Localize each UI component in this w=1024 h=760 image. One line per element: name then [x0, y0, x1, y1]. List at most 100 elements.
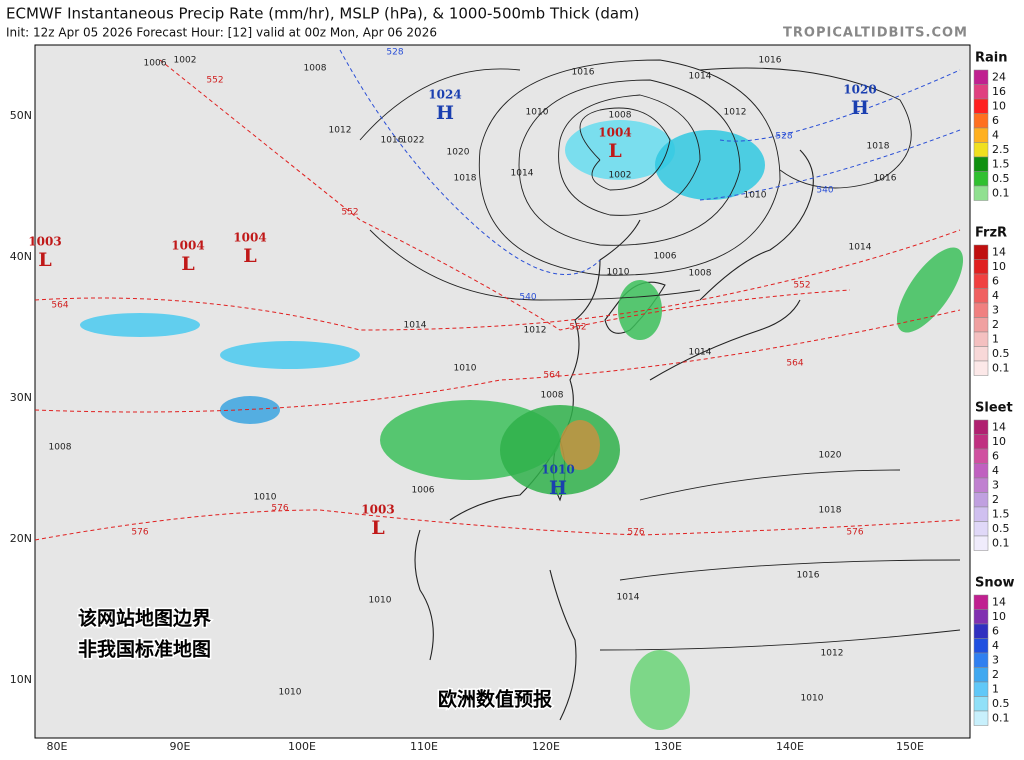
pressure-center-symbol: L: [181, 253, 194, 275]
legend-tick: 14: [992, 245, 1006, 258]
isobar-label: 1006: [144, 59, 167, 69]
isobar-label: 1006: [412, 486, 435, 496]
legend-swatch: [973, 346, 989, 362]
legend-tick: 1.5: [992, 507, 1010, 520]
thickness-label: 564: [786, 359, 803, 369]
legend-tick: 4: [992, 464, 999, 477]
isobar-label: 1012: [329, 126, 352, 136]
isobar-label: 1010: [454, 364, 477, 374]
legend-swatch: [973, 477, 989, 493]
thickness-lines: [34, 49, 961, 541]
isobar-label: 1014: [849, 243, 872, 253]
legend-swatch: [973, 142, 989, 158]
legend-swatch: [973, 652, 989, 668]
isobar-label: 1010: [369, 596, 392, 606]
isobars: [359, 59, 961, 651]
pressure-center-symbol: L: [608, 140, 621, 162]
legend-swatch: [973, 506, 989, 522]
legend-tick: 4: [992, 639, 999, 652]
isobar-label: 1020: [819, 451, 842, 461]
thickness-label: 564: [543, 371, 560, 381]
pressure-center-symbol: H: [436, 102, 454, 124]
legend-title: FrzR: [975, 226, 1007, 241]
legend-tick: 6: [992, 114, 999, 127]
legend-swatch: [973, 594, 989, 610]
watermark: 欧洲数值预报: [438, 688, 552, 711]
isobar-label: 1012: [524, 326, 547, 336]
legend-swatch: [973, 463, 989, 479]
lon-label: 150E: [896, 740, 924, 753]
legend-swatch: [973, 492, 989, 508]
pressure-center-value: 1003: [28, 235, 61, 249]
thickness-label: 576: [627, 528, 644, 538]
legend-swatch: [973, 273, 989, 289]
legend-tick: 0.5: [992, 522, 1010, 535]
pressure-center-symbol: H: [549, 477, 567, 499]
isobar-label: 1020: [447, 148, 470, 158]
site-name: TROPICALTIDBITS.COM: [783, 26, 968, 41]
legend-swatch: [973, 360, 989, 376]
pressure-center-symbol: H: [851, 97, 869, 119]
legend-tick: 1: [992, 682, 999, 695]
lat-label: 50N: [10, 109, 32, 122]
legend-swatch: [973, 244, 989, 260]
legend-tick: 3: [992, 478, 999, 491]
thickness-label: 552: [569, 323, 586, 333]
isobar-label: 1010: [254, 493, 277, 503]
pressure-center-value: 1003: [361, 503, 394, 517]
isobar-label: 1016: [874, 174, 897, 184]
isobar-label: 1014: [689, 348, 712, 358]
isobar-label: 1014: [404, 321, 427, 331]
isobar-label: 1010: [801, 694, 824, 704]
thickness-label: 576: [131, 528, 148, 538]
legend-tick: 4: [992, 289, 999, 302]
legend-swatch: [973, 623, 989, 639]
legend-title: Rain: [975, 51, 1008, 66]
isobar-label: 1016: [381, 136, 404, 146]
legend-swatch: [973, 696, 989, 712]
isobar-label: 1016: [572, 68, 595, 78]
isobar-label: 1002: [609, 171, 632, 181]
legend-tick: 10: [992, 260, 1006, 273]
legend-tick: 0.5: [992, 172, 1010, 185]
thickness-label: 540: [519, 293, 536, 303]
legend-tick: 2: [992, 668, 999, 681]
isobar-label: 1012: [821, 649, 844, 659]
lat-label: 30N: [10, 391, 32, 404]
title: ECMWF Instantaneous Precip Rate (mm/hr),…: [6, 5, 640, 23]
legend-swatch: [973, 259, 989, 275]
pressure-center-symbol: L: [38, 249, 51, 271]
isobar-label: 1016: [797, 571, 820, 581]
isobar-label: 1008: [541, 391, 564, 401]
legend-swatch: [973, 535, 989, 551]
legend-swatch: [973, 638, 989, 654]
thickness-label: 552: [341, 208, 358, 218]
pressure-center-value: 1004: [233, 231, 266, 245]
lon-label: 90E: [170, 740, 191, 753]
legend-tick: 10: [992, 99, 1006, 112]
legend-swatch: [973, 302, 989, 318]
lon-label: 110E: [410, 740, 438, 753]
legend-tick: 0.1: [992, 186, 1010, 199]
legend-swatch: [973, 521, 989, 537]
isobar-label: 1012: [724, 108, 747, 118]
isobar-label: 1008: [49, 443, 72, 453]
legend-swatch: [973, 448, 989, 464]
subtitle: Init: 12z Apr 05 2026 Forecast Hour: [12…: [6, 26, 437, 40]
lon-label: 130E: [654, 740, 682, 753]
legend-swatch: [973, 127, 989, 143]
legend-tick: 1: [992, 332, 999, 345]
thickness-label: 528: [775, 132, 792, 142]
lat-label: 10N: [10, 673, 32, 686]
legend-swatch: [973, 156, 989, 172]
pressure-center-value: 1004: [598, 126, 631, 140]
thickness-label: 552: [206, 76, 223, 86]
thickness-label: 540: [816, 186, 833, 196]
thickness-label: 552: [793, 281, 810, 291]
legend-swatch: [973, 434, 989, 450]
pressure-center-symbol: L: [243, 245, 256, 267]
isobar-label: 1002: [174, 56, 197, 66]
legend-swatch: [973, 331, 989, 347]
legend-tick: 16: [992, 85, 1006, 98]
legend-swatch: [973, 288, 989, 304]
